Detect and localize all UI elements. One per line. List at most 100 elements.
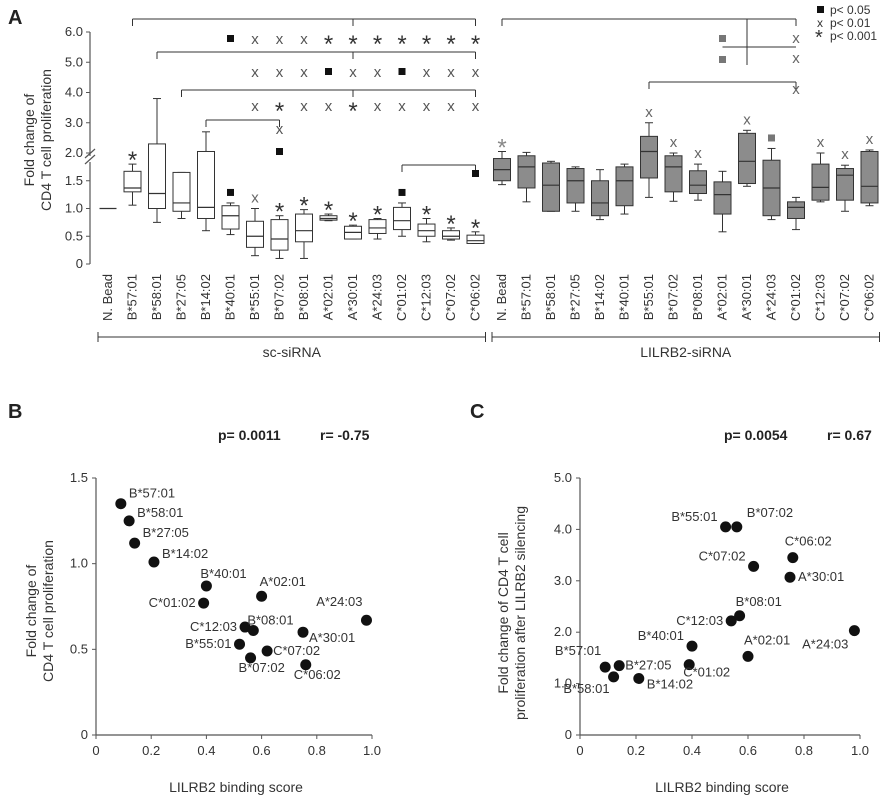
box — [368, 219, 387, 234]
row-star-marker: * — [471, 31, 480, 58]
data-point — [633, 672, 645, 684]
x-tick-label: 0.2 — [627, 743, 645, 758]
legend-square-icon — [817, 6, 824, 13]
lilrb2-square-marker — [719, 35, 726, 42]
category-label: A*24:03 — [370, 274, 385, 320]
category-label: C*12:03 — [419, 274, 434, 321]
x-tick-label: 0.4 — [197, 743, 215, 758]
data-point — [725, 615, 737, 627]
point-label: A*02:01 — [744, 632, 790, 647]
category-label: A*30:01 — [345, 274, 360, 320]
panel-b-r-value: r= -0.75 — [320, 427, 370, 443]
y-tick-label: 0 — [81, 727, 88, 742]
x-tick-label: 0.6 — [253, 743, 271, 758]
category-label: A*02:01 — [321, 274, 336, 320]
data-point — [247, 624, 259, 636]
data-point — [787, 552, 799, 564]
x-tick-label: 0.8 — [308, 743, 326, 758]
box — [221, 205, 240, 230]
category-label: C*01:02 — [394, 274, 409, 321]
x-tick-label: 0 — [576, 743, 583, 758]
row-square-marker — [325, 68, 332, 75]
box — [466, 234, 485, 244]
star-marker: * — [446, 211, 455, 238]
legend-star-icon: * — [815, 27, 823, 49]
point-label: B*07:02 — [747, 505, 793, 520]
panel-a-boxplot: Fold change ofCD4 T cell proliferation 0… — [21, 18, 880, 360]
point-label: C*01:02 — [149, 595, 196, 610]
row-star-marker: * — [422, 31, 431, 58]
y-tick-label: 2.0 — [554, 624, 572, 639]
point-label: B*55:01 — [185, 636, 231, 651]
lilrb2-square-marker — [719, 56, 726, 63]
panel-c-r-value: r= 0.67 — [827, 427, 872, 443]
row-x-marker: x — [423, 98, 431, 115]
x-marker: x — [743, 111, 751, 128]
category-label: B*40:01 — [617, 274, 632, 320]
row-x-marker: x — [300, 98, 308, 115]
box — [442, 230, 460, 240]
category-label: C*12:03 — [813, 274, 828, 321]
row-x-marker: x — [349, 64, 357, 81]
point-label: B*27:05 — [625, 658, 671, 673]
y-tick-label: 5.0 — [554, 470, 572, 485]
x-marker: x — [694, 145, 702, 162]
point-label: B*58:01 — [137, 505, 183, 520]
data-point — [123, 515, 135, 527]
category-label: B*55:01 — [247, 274, 262, 320]
data-point — [129, 537, 141, 549]
data-point — [148, 556, 160, 568]
legend-x-icon: x — [817, 16, 823, 30]
star-marker: * — [497, 134, 506, 161]
box — [148, 143, 166, 209]
panel-a-y-axis-title: Fold change ofCD4 T cell proliferation — [21, 69, 54, 211]
box — [591, 180, 609, 217]
y-tick-label: 4.0 — [554, 521, 572, 536]
star-marker: * — [471, 215, 480, 242]
data-point — [613, 660, 625, 672]
point-label: C*07:02 — [273, 643, 320, 658]
y-tick-label: 1.5 — [65, 173, 83, 188]
category-label: A*24:03 — [764, 274, 779, 320]
category-label: A*30:01 — [739, 274, 754, 320]
star-marker: * — [348, 208, 357, 235]
lilrb2-x-marker: x — [792, 30, 800, 47]
x-tick-label: 0.4 — [683, 743, 701, 758]
point-label: B*07:02 — [239, 660, 285, 675]
data-point — [748, 560, 760, 572]
data-point — [683, 659, 695, 671]
star-marker: * — [373, 201, 382, 228]
row-star-marker: * — [275, 98, 284, 125]
row-star-marker: * — [348, 98, 357, 125]
point-label: B*14:02 — [647, 676, 693, 691]
data-point — [239, 621, 251, 633]
point-label: C*06:02 — [785, 534, 832, 549]
panel-c-plot-area: 0 0.2 0.4 0.6 0.8 1.0 0 1.0 2.0 3.0 4.0 5.0 B*57:01 B… — [554, 470, 869, 758]
x-tick-label: 0.6 — [739, 743, 757, 758]
category-label: B*14:02 — [198, 274, 213, 320]
data-point — [198, 597, 210, 609]
box — [689, 170, 707, 195]
point-label: A*30:01 — [309, 630, 355, 645]
y-tick-label: 3.0 — [65, 115, 83, 130]
panel-b-p-value: p= 0.0011 — [218, 427, 281, 443]
panel-c-y-axis-title: Fold change of CD4 T cellproliferation a… — [495, 506, 528, 720]
significance-legend: p< 0.05 x p< 0.01 * p< 0.001 — [815, 3, 877, 49]
data-point — [731, 521, 743, 533]
data-point — [256, 590, 268, 602]
square-marker — [227, 188, 234, 196]
x-marker: x — [670, 134, 678, 151]
category-label: A*02:01 — [715, 274, 730, 320]
star-marker: * — [324, 197, 333, 224]
box — [295, 213, 313, 243]
box — [713, 181, 732, 215]
category-label: C*06:02 — [468, 274, 483, 321]
y-tick-label: 1.0 — [554, 676, 572, 691]
category-label: B*07:02 — [666, 274, 681, 320]
panel-a-category-labels: N. Bead B*57:01 B*58:01 B*27:05 B*14:02 B*40:… — [100, 274, 877, 321]
point-label: A*02:01 — [260, 574, 306, 589]
category-label: B*40:01 — [223, 274, 238, 320]
star-marker: * — [275, 199, 284, 226]
y-tick-label: 0 — [565, 727, 572, 742]
